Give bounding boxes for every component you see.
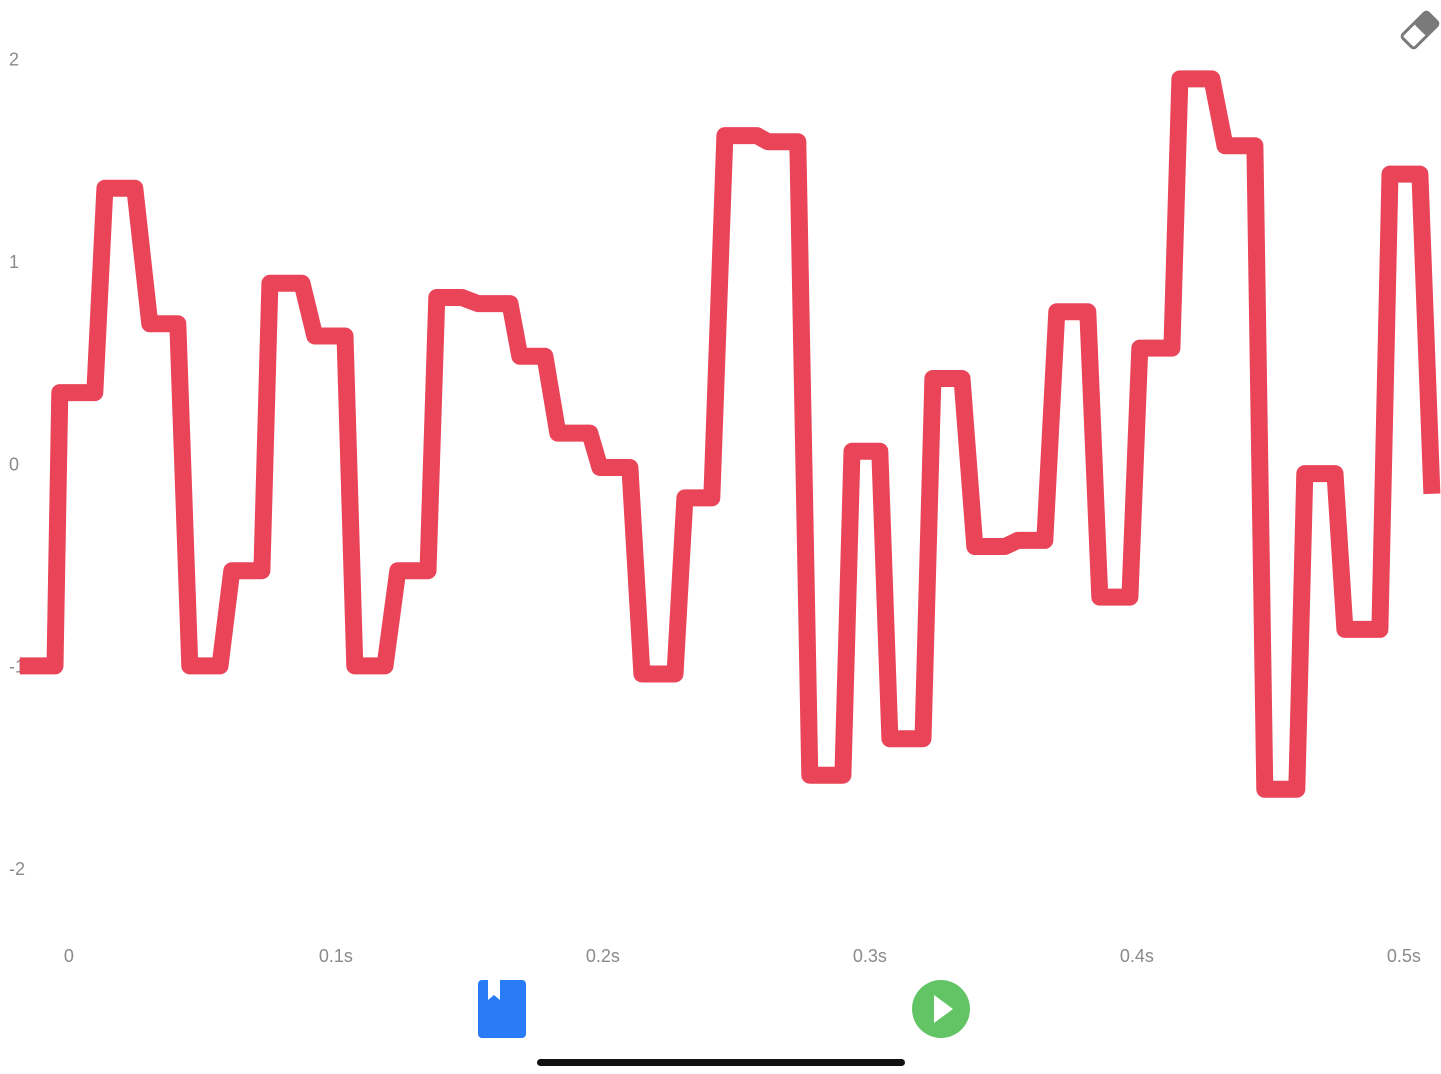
play-triangle xyxy=(934,995,953,1023)
bookmark-ribbon xyxy=(488,980,500,1000)
y-tick-label: -2 xyxy=(9,859,25,879)
y-tick-label: 2 xyxy=(9,49,19,69)
x-tick-label: 0 xyxy=(64,946,74,966)
y-tick-label: 1 xyxy=(9,252,19,272)
bookmark-icon xyxy=(478,980,526,1038)
waveform-line xyxy=(19,70,1441,798)
eraser-icon xyxy=(1400,10,1440,50)
home-indicator xyxy=(537,1059,905,1066)
x-tick-label: 0.3s xyxy=(853,946,887,966)
eraser-button[interactable] xyxy=(1400,10,1440,50)
play-button[interactable] xyxy=(912,980,970,1038)
x-tick-label: 0.4s xyxy=(1120,946,1154,966)
x-tick-label: 0.2s xyxy=(586,946,620,966)
bookmark-button[interactable] xyxy=(478,980,526,1038)
y-tick-label: 0 xyxy=(9,454,19,474)
x-tick-label: 0.5s xyxy=(1387,946,1421,966)
x-tick-label: 0.1s xyxy=(319,946,353,966)
eraser-tip xyxy=(1414,12,1438,36)
